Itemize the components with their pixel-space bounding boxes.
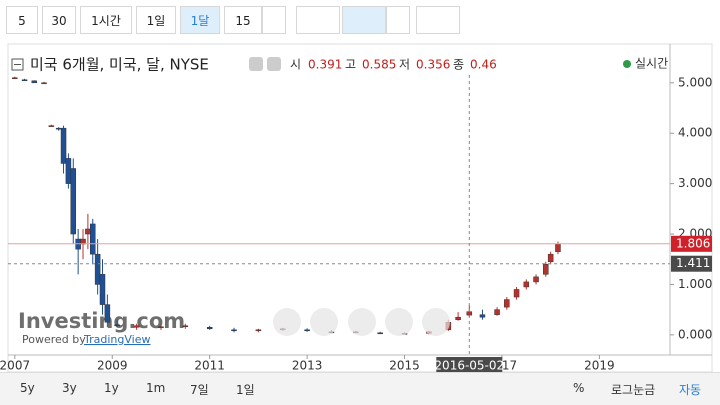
range-button[interactable]: 1m	[146, 381, 166, 395]
bottom-bar: 5y 3y 1y 1m 7일 1일% 로그눈금 자동	[0, 372, 720, 405]
powered-by: Powered by	[22, 333, 86, 346]
tradingview-link[interactable]: TradingView	[83, 333, 150, 346]
nav-button[interactable]	[310, 308, 338, 336]
indicators-button[interactable]	[416, 6, 460, 34]
last-price-label: 1.806	[676, 236, 710, 250]
candle-body	[99, 274, 106, 305]
nav-button[interactable]	[273, 308, 301, 336]
ohlc-label: 시	[290, 58, 301, 72]
candle-body	[48, 125, 55, 127]
candle-body	[255, 329, 262, 332]
candle-body	[466, 311, 473, 316]
candle-body	[555, 243, 561, 252]
scale-option[interactable]: %	[573, 381, 585, 395]
candle-body	[41, 82, 47, 85]
candle-body	[133, 325, 140, 328]
candle-body	[206, 327, 213, 330]
ohlc-value: 0.585	[362, 58, 396, 72]
candle-body	[504, 299, 510, 308]
ohlc-value: 0.356	[416, 58, 450, 72]
ohlc-value: 0.46	[470, 58, 497, 72]
candle-body	[94, 253, 101, 285]
interval-button[interactable]: 30	[42, 6, 76, 34]
range-button[interactable]: 1일	[236, 383, 255, 397]
range-button[interactable]: 3y	[62, 381, 77, 395]
candle-body	[182, 325, 189, 328]
candle-body	[65, 158, 72, 184]
candle-body	[304, 329, 310, 332]
crosshair-x-label: 2016-05-02	[434, 359, 504, 373]
candle-chart-button[interactable]	[342, 6, 386, 34]
interval-button[interactable]: 15	[224, 6, 262, 34]
x-tick-label: 2009	[97, 359, 128, 373]
candle-body	[90, 223, 96, 255]
candle-body	[55, 127, 62, 130]
candle-body	[455, 316, 461, 320]
scale-option[interactable]: 로그눈금	[611, 383, 656, 397]
status: 실시간	[635, 57, 668, 71]
eye-icon[interactable]	[249, 57, 263, 71]
candle-body	[494, 309, 500, 315]
interval-button[interactable]: 1달	[180, 6, 220, 34]
candle-body	[543, 264, 549, 275]
y-tick-label: 1.000	[678, 277, 712, 291]
interval-button[interactable]: 1시간	[80, 6, 132, 34]
status-dot	[623, 60, 631, 68]
candle-body	[158, 326, 164, 329]
x-tick-label: 2011	[194, 359, 225, 373]
interval-dropdown[interactable]	[262, 6, 286, 34]
ohlc-value: 0.391	[308, 58, 342, 72]
ohlc-label: 종	[453, 58, 464, 72]
interval-button[interactable]: 5	[6, 6, 38, 34]
last-price-box	[671, 235, 712, 252]
toolbar: 5 30 1시간 1일 1달 15	[0, 0, 720, 40]
candle-body	[114, 324, 120, 327]
y-tick-label: 0.000	[678, 327, 712, 341]
crosshair-y-label: 1.411	[676, 256, 710, 270]
candle-body	[523, 281, 530, 288]
x-tick-label: 2015	[389, 359, 420, 373]
candle-body	[547, 253, 554, 262]
line-chart-button[interactable]	[296, 6, 340, 34]
candle-body	[31, 80, 38, 84]
ohlc-label: 고	[345, 58, 356, 72]
watermark: Investing.com	[18, 309, 185, 333]
candle-body	[85, 228, 91, 235]
nav-button[interactable]	[385, 308, 413, 336]
nav-button[interactable]	[348, 308, 376, 336]
candle-body	[21, 79, 28, 82]
range-button[interactable]: 7일	[190, 383, 209, 397]
y-tick-label: 3.000	[678, 176, 712, 190]
candle-body	[60, 127, 67, 164]
y-tick-label: 4.000	[678, 126, 712, 140]
candle-body	[104, 304, 111, 323]
candle-body	[513, 289, 520, 298]
x-tick-label: 2007	[0, 359, 30, 373]
candle-body	[12, 77, 18, 80]
candle-body	[533, 276, 539, 283]
chart-type-dropdown[interactable]	[386, 6, 410, 34]
interval-button[interactable]: 1일	[136, 6, 176, 34]
range-button[interactable]: 1y	[104, 381, 119, 395]
x-tick-label: 2013	[292, 359, 323, 373]
chart: 미국 6개월, 미국, 달, NYSE 시 0.391 고 0.585 저 0.…	[0, 43, 713, 373]
ohlc-label: 저	[399, 58, 410, 72]
candle-body	[377, 332, 383, 335]
candle-body	[70, 168, 77, 235]
nav-button[interactable]	[422, 308, 450, 336]
crosshair-x-box	[436, 357, 503, 372]
crosshair-y-box	[671, 255, 712, 272]
settings-icon[interactable]	[267, 57, 281, 71]
range-button[interactable]: 5y	[20, 381, 35, 395]
candle-body	[479, 314, 486, 318]
chart-title: 미국 6개월, 미국, 달, NYSE	[30, 56, 209, 74]
candle-body	[231, 329, 237, 332]
scale-option[interactable]: 자동	[679, 383, 702, 397]
y-tick-label: 5.000	[678, 75, 712, 89]
x-tick-label: 2019	[584, 359, 615, 373]
collapse-icon[interactable]	[11, 58, 24, 71]
